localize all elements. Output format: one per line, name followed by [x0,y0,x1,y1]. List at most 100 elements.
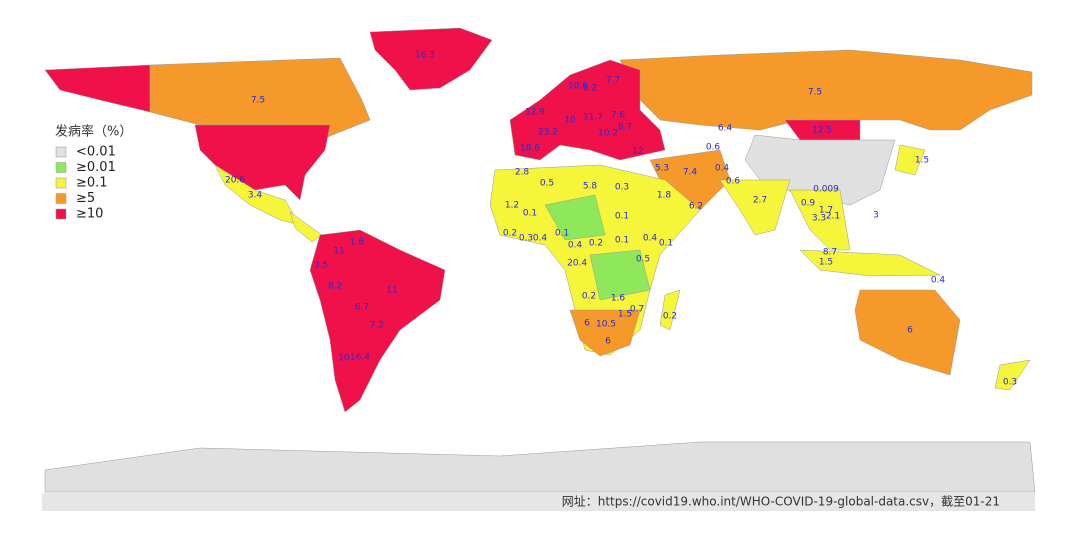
value-label: 8.2 [583,84,597,94]
legend-swatch [55,177,67,189]
land [659,289,681,331]
value-label: 7.4 [683,168,698,178]
value-label: 0.5 [636,255,650,265]
land [894,144,926,176]
value-label: 6 [605,337,611,347]
value-label: 2.8 [515,168,530,178]
value-label: 8.7 [823,248,837,258]
value-label: 6.2 [689,202,703,212]
legend-swatch [55,162,67,173]
land [44,64,151,113]
footer-bar [42,493,1035,511]
value-label: 8.7 [618,123,632,133]
land [544,194,606,241]
value-label: 6.7 [355,303,369,313]
value-label: 7.2 [370,321,384,331]
value-label: 3 [873,211,879,221]
value-label: 12.9 [525,108,545,118]
legend: <0.01≥0.01≥0.1≥5≥10 [55,145,116,222]
value-label: 6 [907,326,913,336]
legend-label: ≥0.1 [76,176,108,191]
value-label: 11 [386,286,397,296]
value-label: 0.3 [1003,378,1017,388]
land [369,27,493,91]
value-label: 7.6 [611,111,626,121]
legend-swatch [55,208,67,220]
value-label: 0.4 [643,234,658,244]
value-label: 0.1 [659,239,673,249]
land [719,179,791,236]
legend-title: 发病率（%） [55,124,132,140]
value-label: 1.6 [350,238,365,248]
value-label: 2 [567,259,573,269]
value-label: 0.9 [801,199,816,209]
value-label: 10.6 [568,82,588,92]
value-label: 3.5 [314,261,328,271]
value-label: 5.3 [655,164,669,174]
value-label: 23.2 [538,128,558,138]
land [569,309,641,357]
value-label: 0.2 [589,239,603,249]
value-label: 0.1 [615,236,629,246]
value-label: 8.2 [328,282,342,292]
legend-label: ≥5 [76,191,95,206]
source-note: 网址：https://covid19.who.int/WHO-COVID-19-… [562,495,1000,509]
value-label: 3.3 [812,214,826,224]
value-label: 1.8 [657,191,672,201]
legend-label: <0.01 [76,145,116,160]
land [214,164,301,226]
value-label: 1.2 [505,201,519,211]
value-label: 0.4 [715,164,730,174]
value-label: 2.7 [753,196,767,206]
legend-swatch [55,193,67,204]
value-label: 1.5 [819,258,833,268]
value-label: 0.2 [503,229,517,239]
value-label: 0.1 [555,229,569,239]
land [854,289,961,376]
value-label: 0.009 [813,185,839,195]
value-labels: 16.37.520.63.410.68.27.77.57.612.910 11.7… [225,51,1017,388]
value-label: 20.6 [225,176,245,186]
land [589,249,651,301]
land [789,189,851,251]
legend-swatch [55,146,67,158]
land [619,49,1033,131]
land [309,229,446,413]
value-label: 10 [564,116,576,126]
value-label: 3.4 [248,191,263,201]
value-label: 0.2 [582,292,596,302]
value-label: 0.7 [630,305,644,315]
value-label: 12 [632,147,643,157]
value-label: 0.4 [573,259,588,269]
value-label: 7.5 [251,96,265,106]
value-label: 1.5 [915,156,929,166]
value-label: 10.2 [598,129,618,139]
value-label: 1.7 [819,206,833,216]
legend-label: ≥10 [76,207,103,222]
land [289,211,323,243]
value-label: 0.3 [615,183,629,193]
land [44,441,1036,493]
value-label: 0.4 [568,241,583,251]
value-label: 0.2 [663,312,677,322]
value-label: 0.4 [931,276,946,286]
legend-label: ≥0.01 [76,160,116,175]
value-label: 0.1 [615,212,629,222]
value-label: 16.4 [350,353,370,363]
value-label: 0.6 [706,143,721,153]
value-label: 16.3 [415,51,435,61]
value-label: 0.6 [726,177,741,187]
value-label: 0.5 [540,179,554,189]
land [194,124,331,201]
land [509,59,666,161]
value-label: 0.1 [523,209,537,219]
land [994,359,1031,391]
value-label: 6.4 [718,124,733,134]
value-label: 0.4 [533,234,548,244]
value-label: 7.7 [606,76,620,86]
value-label: 11.7 [583,113,603,123]
value-label: 6 [584,319,590,329]
value-label: 12.5 [812,126,832,136]
value-label: 7.5 [808,88,822,98]
